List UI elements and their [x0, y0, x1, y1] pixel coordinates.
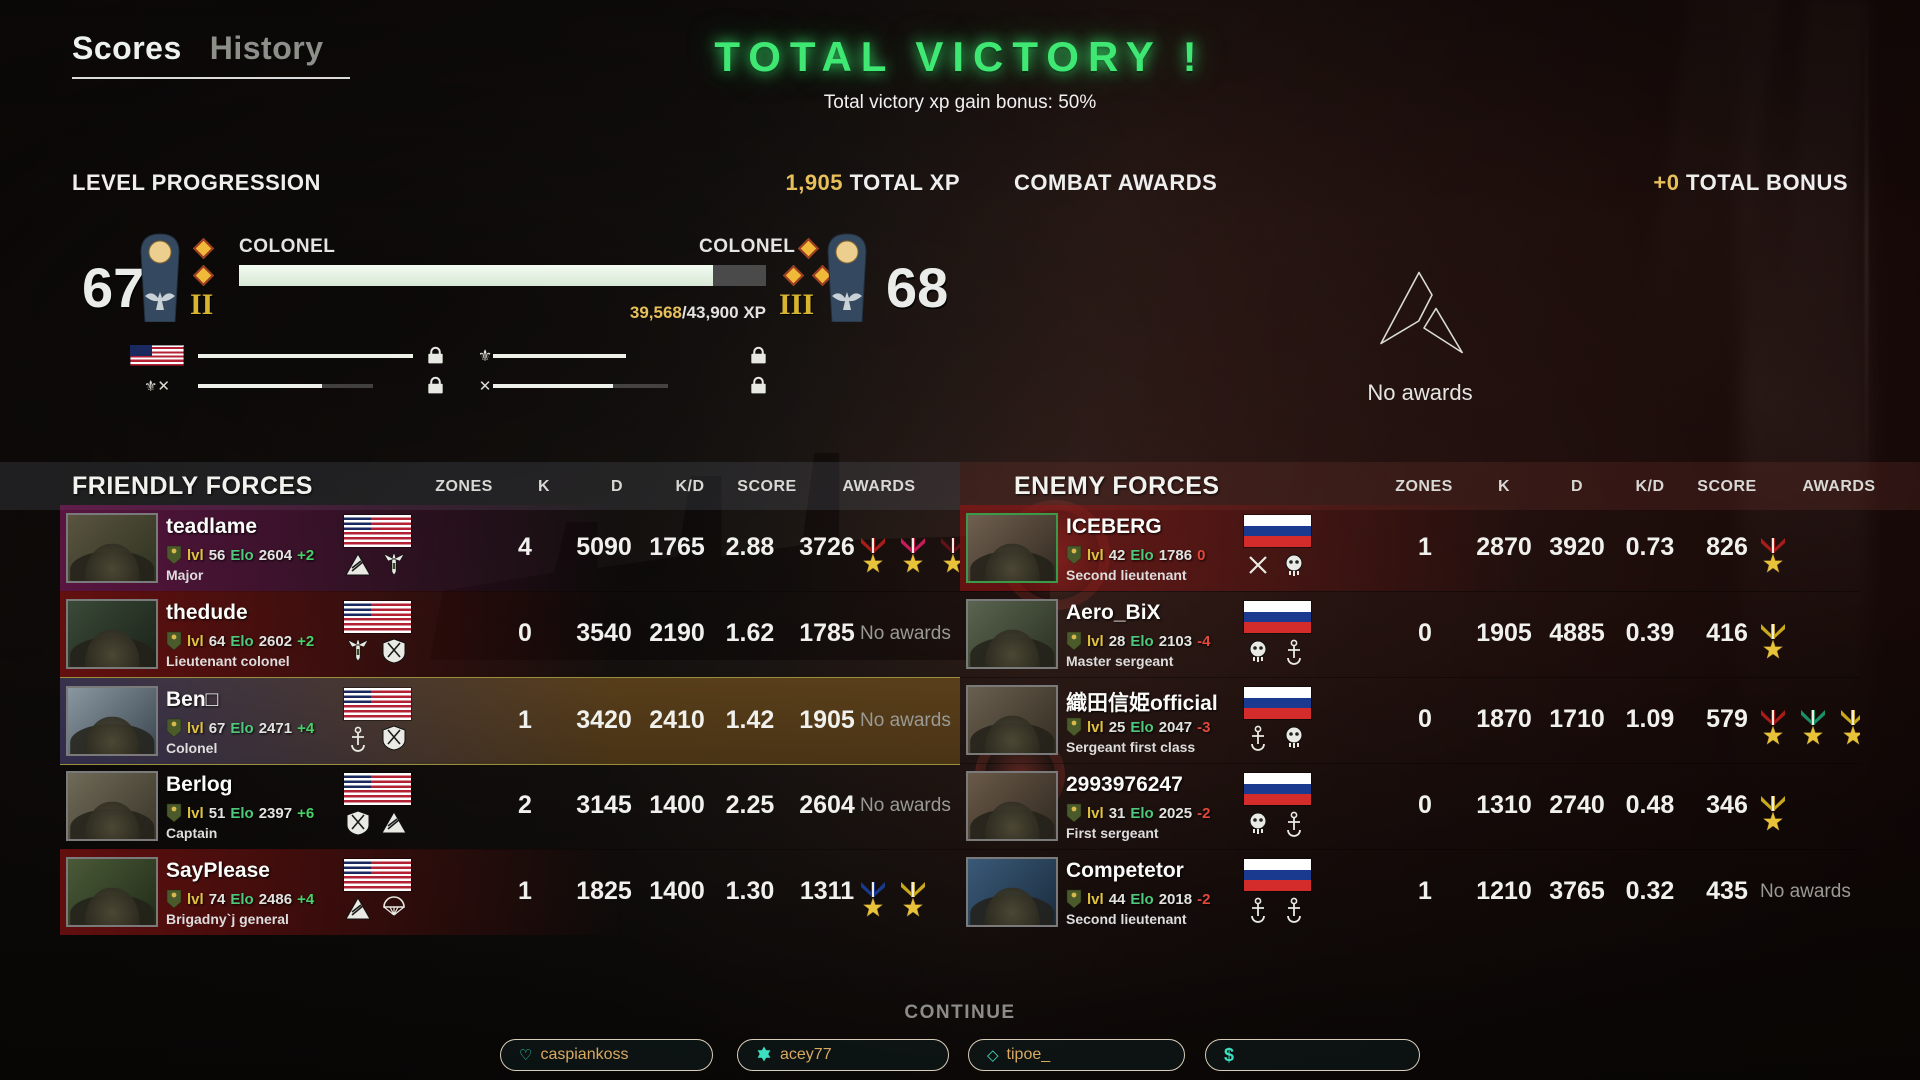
svg-text:✕: ✕ [479, 378, 492, 395]
svg-text:⚜: ⚜ [478, 348, 492, 365]
svg-text:⚜✕: ⚜✕ [144, 378, 170, 395]
